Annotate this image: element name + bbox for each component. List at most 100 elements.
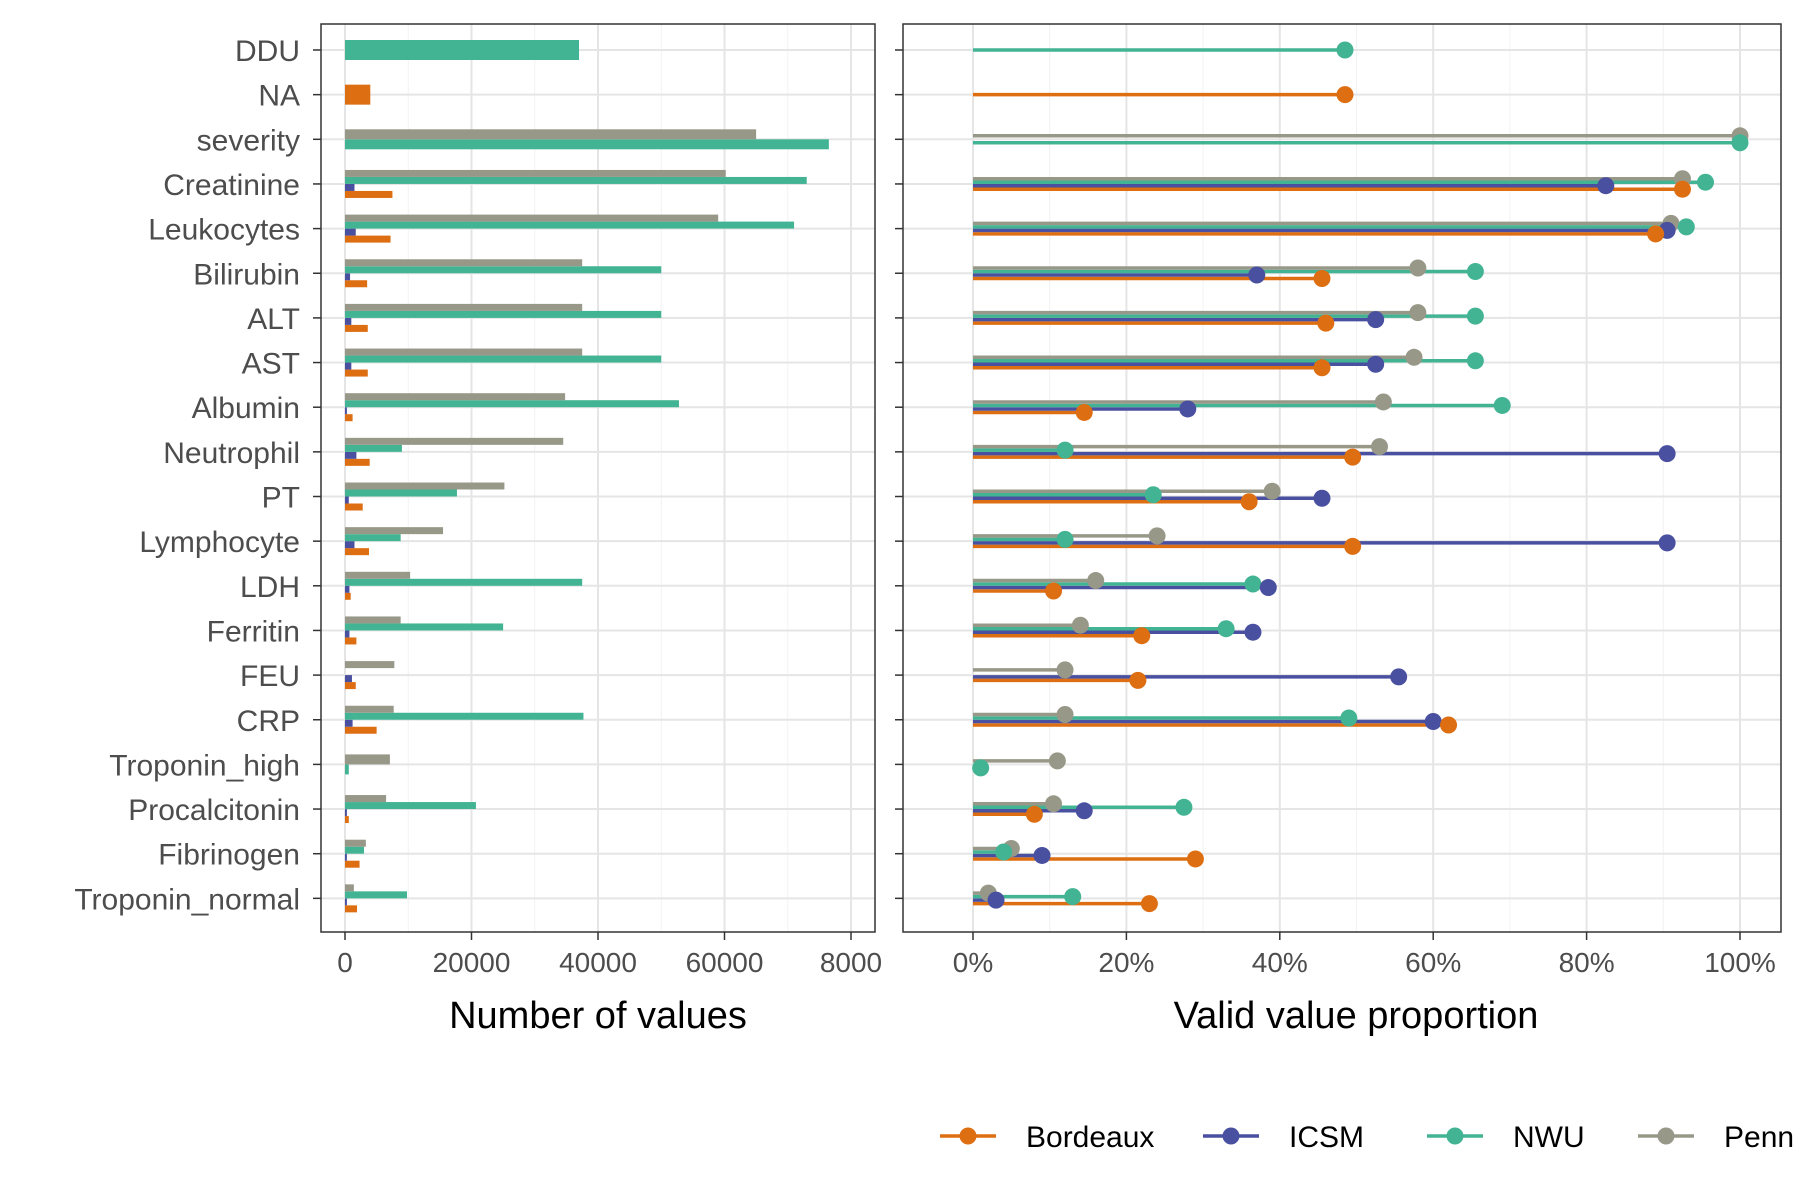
category-label-creatinine: Creatinine: [163, 169, 300, 202]
bar-troponin-normal-icsm: [345, 898, 347, 906]
lollipop-x-tick-label: 0%: [953, 947, 993, 978]
category-label-troponin-normal: Troponin_normal: [74, 883, 300, 916]
legend-key-point-bordeaux: [959, 1127, 977, 1145]
lollipop-point-ldh-nwu: [1244, 575, 1262, 593]
bar-alt-bordeaux: [345, 324, 368, 332]
lollipop-x-tick-label: 60%: [1405, 947, 1461, 978]
bar-procalcitonin-nwu: [345, 802, 476, 810]
lollipop-point-troponin-normal-bordeaux: [1140, 895, 1158, 913]
bar-pt-bordeaux: [345, 503, 363, 511]
bar-fibrinogen-icsm: [345, 853, 347, 861]
bar-pt-nwu: [345, 489, 457, 497]
category-label-fibrinogen: Fibrinogen: [158, 839, 300, 872]
lollipop-point-fibrinogen-icsm: [1033, 846, 1051, 864]
lollipop-point-ferritin-bordeaux: [1133, 627, 1151, 645]
bar-feu-bordeaux: [345, 682, 356, 690]
lollipop-point-feu-icsm: [1390, 668, 1408, 686]
bar-pt-icsm: [345, 496, 349, 504]
lollipop-x-tick-label: 40%: [1252, 947, 1308, 978]
lollipop-point-ast-nwu: [1466, 352, 1484, 370]
bar-procalcitonin-penn: [345, 795, 387, 803]
lollipop-point-procalcitonin-icsm: [1075, 802, 1093, 820]
bar-creatinine-icsm: [345, 183, 355, 191]
bar-troponin-high-nwu: [345, 764, 349, 775]
bar-ferritin-nwu: [345, 623, 504, 631]
bar-ldh-icsm: [345, 585, 350, 593]
lollipop-point-ast-bordeaux: [1313, 359, 1331, 377]
lollipop-point-pt-nwu: [1144, 486, 1162, 504]
legend-key-point-penn: [1657, 1127, 1675, 1145]
bar-ast-bordeaux: [345, 369, 368, 377]
lollipop-point-ldh-bordeaux: [1045, 582, 1063, 600]
lollipop-point-crp-bordeaux: [1440, 716, 1458, 734]
lollipop-point-crp-nwu: [1340, 709, 1358, 727]
lollipop-point-crp-icsm: [1424, 713, 1442, 730]
lollipop-point-procalcitonin-bordeaux: [1025, 805, 1043, 823]
bar-panel-axis: 0 20000 40000 60000 8000: [313, 49, 882, 978]
lollipop-panel-x-axis-title: Valid value proportion: [1174, 995, 1539, 1037]
bar-ferritin-icsm: [345, 630, 350, 638]
lollipop-point-creatinine-icsm: [1597, 177, 1615, 195]
bar-leukocytes-penn: [345, 214, 719, 222]
lollipop-point-albumin-bordeaux: [1075, 403, 1093, 421]
lollipop-point-pt-bordeaux: [1240, 493, 1258, 511]
lollipop-point-albumin-icsm: [1179, 400, 1197, 418]
category-labels: DDU NA severity Creatinine Leukocytes Bilirub…: [74, 35, 300, 916]
bar-na-bordeaux: [345, 84, 371, 105]
bar-alt-nwu: [345, 310, 662, 318]
lollipop-x-tick-label: 20%: [1098, 947, 1154, 978]
lollipop-point-creatinine-nwu: [1696, 173, 1714, 191]
category-label-neutrophil: Neutrophil: [163, 437, 300, 470]
bar-lymphocyte-penn: [345, 527, 444, 535]
lollipop-x-tick-label: 100%: [1704, 947, 1776, 978]
lollipop-point-ddu-nwu: [1336, 41, 1354, 59]
bar-x-tick-label: 40000: [559, 947, 637, 978]
lollipop-point-troponin-normal-icsm: [987, 891, 1005, 909]
bar-fibrinogen-nwu: [345, 846, 364, 854]
lollipop-point-ldh-icsm: [1259, 579, 1277, 597]
bar-creatinine-bordeaux: [345, 190, 393, 198]
bar-panel-x-axis-title: Number of values: [449, 995, 747, 1037]
bar-severity-nwu: [345, 139, 829, 150]
bar-lymphocyte-nwu: [345, 534, 401, 542]
lollipop-point-ferritin-icsm: [1244, 623, 1262, 641]
lollipop-point-alt-nwu: [1466, 307, 1484, 325]
legend-key-point-nwu: [1446, 1127, 1464, 1145]
bar-troponin-normal-nwu: [345, 891, 407, 899]
bar-neutrophil-nwu: [345, 444, 402, 452]
lollipop-point-feu-penn: [1056, 661, 1074, 679]
lollipop-point-neutrophil-nwu: [1056, 441, 1074, 459]
bar-ddu-nwu: [345, 40, 580, 60]
bar-ast-penn: [345, 348, 583, 356]
lollipop-point-troponin-high-nwu: [972, 759, 990, 777]
category-label-lymphocyte: Lymphocyte: [139, 526, 300, 559]
bar-albumin-bordeaux: [345, 414, 353, 422]
lollipop-point-troponin-normal-nwu: [1064, 888, 1082, 906]
lollipop-point-na-bordeaux: [1336, 86, 1354, 104]
lollipop-point-procalcitonin-penn: [1045, 795, 1063, 813]
category-label-ldh: LDH: [240, 571, 300, 604]
bar-albumin-icsm: [345, 407, 347, 415]
lollipop-point-leukocytes-nwu: [1677, 218, 1695, 236]
bar-ast-nwu: [345, 355, 662, 363]
bar-bilirubin-penn: [345, 259, 583, 267]
bar-lymphocyte-bordeaux: [345, 548, 370, 556]
bar-x-tick-label: 60000: [686, 947, 764, 978]
lollipop-panel: 0% 20% 40% 60% 80% 100% Valid value proportio…: [895, 23, 1782, 1037]
bar-ldh-bordeaux: [345, 592, 351, 600]
category-label-ast: AST: [242, 348, 300, 381]
bar-lymphocyte-icsm: [345, 541, 355, 549]
bar-feu-penn: [345, 661, 395, 669]
bar-pt-penn: [345, 482, 505, 490]
bar-alt-penn: [345, 303, 583, 311]
bar-troponin-high-penn: [345, 754, 390, 765]
bar-ast-icsm: [345, 362, 352, 370]
bar-leukocytes-icsm: [345, 228, 356, 236]
lollipop-point-lymphocyte-nwu: [1056, 530, 1074, 548]
bar-albumin-penn: [345, 393, 566, 401]
lollipop-point-bilirubin-penn: [1409, 259, 1427, 277]
lollipop-point-ast-penn: [1405, 348, 1423, 366]
bar-leukocytes-bordeaux: [345, 235, 391, 243]
bar-procalcitonin-icsm: [345, 809, 347, 817]
